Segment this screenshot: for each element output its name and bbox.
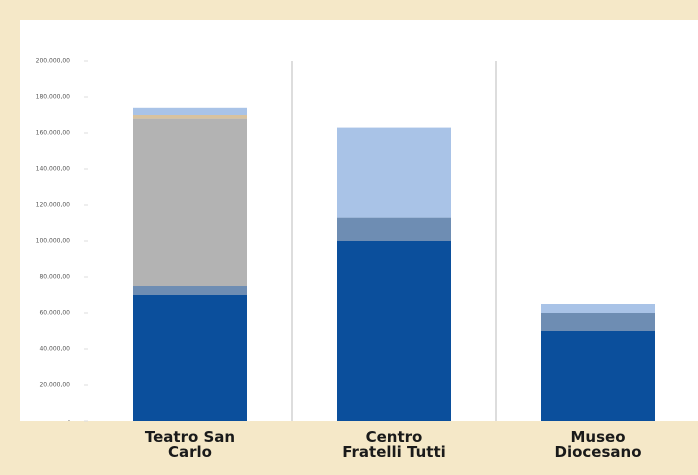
y-tick-label: 160.000,00 [36, 130, 71, 137]
y-tick-label: 140.000,00 [36, 166, 71, 173]
y-tick-label: - [68, 418, 70, 425]
bar-segment [337, 127, 451, 218]
y-tick-label: 180.000,00 [36, 94, 71, 101]
bar-segment [133, 115, 247, 119]
y-tick-label: 80.000,00 [39, 274, 70, 281]
x-tick-label: Museo Diocesano [554, 428, 642, 461]
y-tick-label: 200.000,00 [36, 58, 71, 65]
x-tick-label: Centro Fratelli Tutti [342, 428, 446, 461]
bar-segment [133, 295, 247, 421]
y-tick-label: 120.000,00 [36, 202, 71, 209]
bar-segment [133, 107, 247, 115]
x-tick-label: Teatro San Carlo [144, 428, 236, 461]
y-tick-label: 100.000,00 [36, 238, 71, 245]
y-tick-label: 60.000,00 [39, 310, 70, 317]
bar-segment [541, 313, 655, 331]
bar-segment [133, 286, 247, 295]
y-tick-label: 20.000,00 [39, 382, 70, 389]
bar-segment [133, 118, 247, 286]
bar-segment [541, 304, 655, 313]
y-tick-label: 40.000,00 [39, 346, 70, 353]
bar-segment [337, 217, 451, 241]
bar-segment [541, 331, 655, 421]
bar-segment [337, 241, 451, 421]
